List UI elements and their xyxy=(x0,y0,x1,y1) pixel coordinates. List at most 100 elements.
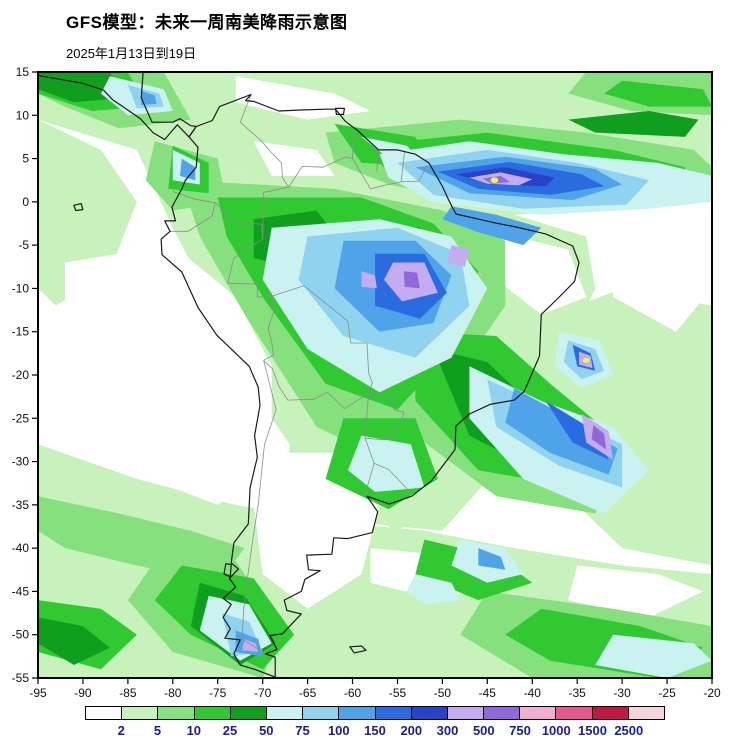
precip-region xyxy=(180,158,196,181)
x-axis-tick-label: -85 xyxy=(119,686,137,700)
header: GFS模型：未来一周南美降雨示意图 2025年1月13日到19日 xyxy=(66,8,347,62)
precip-region xyxy=(442,206,542,246)
y-axis-tick-label: 15 xyxy=(16,65,30,79)
legend-color-cell xyxy=(375,707,412,719)
coastline xyxy=(349,645,367,654)
precip-region xyxy=(406,574,461,605)
legend-color-cell xyxy=(339,707,376,719)
legend-value-label: 25 xyxy=(222,723,238,738)
y-axis-tick-label: -25 xyxy=(12,411,30,425)
precip-region xyxy=(38,496,245,583)
precip-region xyxy=(403,271,420,289)
legend-value-label: 1500 xyxy=(578,723,607,738)
country-border xyxy=(170,191,216,232)
country-border xyxy=(376,149,379,173)
x-axis-tick-label: -20 xyxy=(703,686,721,700)
map-area: -95 -90 -85 -80 -75 -70 -65 -60 -55 -50 -45 -40 -35 -… xyxy=(12,65,721,700)
x-axis-tick-label: -95 xyxy=(29,686,47,700)
country-border xyxy=(373,462,413,494)
coastline xyxy=(38,72,197,141)
date-range: 2025年1月13日到19日 xyxy=(66,46,197,61)
y-axis-tick-label: -20 xyxy=(12,368,30,382)
legend-color-cell xyxy=(447,707,485,719)
country-border xyxy=(400,150,406,182)
country-border xyxy=(214,202,275,361)
x-axis-tick-label: -55 xyxy=(389,686,407,700)
legend-color-cell xyxy=(230,707,267,719)
precip-region xyxy=(361,271,377,289)
legend-value-label: 500 xyxy=(472,723,495,738)
country-border xyxy=(364,438,375,498)
precip-region xyxy=(568,111,699,137)
legend-value-label: 2500 xyxy=(614,723,644,738)
precip-region xyxy=(65,245,272,505)
country-border xyxy=(364,392,405,441)
legend-color-cell xyxy=(592,707,629,719)
coastline xyxy=(334,107,345,115)
precip-region xyxy=(478,548,506,570)
precip-region xyxy=(253,452,380,609)
x-axis-tick-label: -65 xyxy=(299,686,317,700)
x-axis-tick-label: -70 xyxy=(254,686,272,700)
legend-value-label: 2 xyxy=(117,723,125,738)
precip-region xyxy=(568,565,703,618)
precip-region xyxy=(141,91,157,105)
country-border xyxy=(303,285,373,394)
x-axis-tick-label: -40 xyxy=(524,686,542,700)
legend-color-cell xyxy=(86,707,123,719)
legend-color-cell xyxy=(303,707,340,719)
precip-map: -95 -90 -85 -80 -75 -70 -65 -60 -55 -50 -45 -40 -35 -… xyxy=(12,65,721,700)
precip-region xyxy=(591,425,606,450)
country-border xyxy=(241,360,277,655)
precip-region xyxy=(496,232,587,315)
y-axis-tick-label: -45 xyxy=(12,584,30,598)
legend-value-label: 150 xyxy=(364,723,386,738)
legend-value-label: 1000 xyxy=(541,723,571,738)
precip-region xyxy=(242,639,259,652)
precip-local-max xyxy=(490,176,499,184)
x-axis-tick-label: -35 xyxy=(569,686,587,700)
legend-value-label: 200 xyxy=(400,723,423,738)
x-axis-tick-label: -25 xyxy=(658,686,676,700)
country-border xyxy=(263,360,369,410)
x-axis-tick-label: -45 xyxy=(479,686,497,700)
precip-local-max xyxy=(581,357,591,364)
x-axis-tick-label: -75 xyxy=(209,686,227,700)
legend-color-cell xyxy=(266,707,304,719)
country-border xyxy=(352,158,428,190)
y-axis-tick-label: -30 xyxy=(12,455,30,469)
x-axis-tick-label: -90 xyxy=(74,686,92,700)
y-axis-tick-label: -50 xyxy=(12,628,30,642)
y-axis-tick-label: -55 xyxy=(12,671,30,685)
legend-value-label: 10 xyxy=(186,723,202,738)
legend-color-cell xyxy=(411,707,448,719)
y-axis-tick-label: 10 xyxy=(16,108,30,122)
coastline xyxy=(223,563,232,578)
precip-region xyxy=(613,245,712,332)
x-axis-tick-label: -80 xyxy=(164,686,182,700)
legend-color-cell xyxy=(484,707,521,719)
legend-bar xyxy=(85,706,665,720)
precip-region xyxy=(505,388,618,475)
y-axis-tick-label: 5 xyxy=(22,152,29,166)
legend-color-cell xyxy=(628,707,664,719)
x-axis-tick-label: -30 xyxy=(613,686,631,700)
legend-color-cell xyxy=(520,707,557,719)
country-border xyxy=(288,129,355,188)
precip-region xyxy=(446,245,470,267)
y-axis-tick-label: -10 xyxy=(12,281,30,295)
x-axis-tick-label: -60 xyxy=(344,686,362,700)
precip-region xyxy=(604,80,712,107)
legend-value-label: 50 xyxy=(259,723,274,738)
page-title: GFS模型：未来一周南美降雨示意图 xyxy=(66,13,348,32)
legend-color-cell xyxy=(122,707,159,719)
y-axis-tick-label: -35 xyxy=(12,498,30,512)
legend-labels: 2 5 10 25 50 75 100 150 200 300 500 750 1000 1500 2500 xyxy=(85,720,665,738)
coastline xyxy=(160,93,580,678)
legend-value-label: 5 xyxy=(153,723,162,738)
precip-region xyxy=(38,617,110,665)
legend-color-cell xyxy=(194,707,231,719)
country-border xyxy=(271,285,305,297)
precip-region xyxy=(595,634,712,678)
